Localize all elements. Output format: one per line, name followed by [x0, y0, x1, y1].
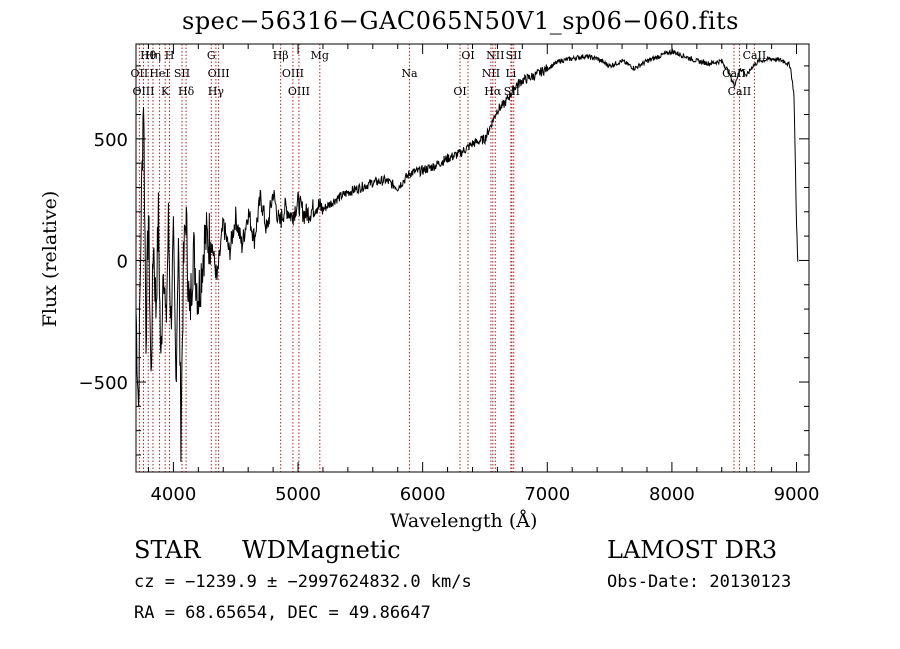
emission-line-labels: Hθ OII OIII Hη HeI K H SII Hδ G OIII Hγ Hβ OIII OIII Mg…: [131, 49, 767, 98]
x-tick-label-5: 9000: [774, 484, 820, 505]
line-label-2: OIII: [132, 85, 154, 98]
observation-date: Obs-Date: 20130123: [607, 572, 792, 592]
y-axis-label: Flux (relative): [39, 190, 61, 328]
line-label-10: OIII: [208, 67, 230, 80]
line-label-11: Hγ: [208, 85, 225, 98]
survey-name: LAMOST DR3: [607, 536, 778, 564]
line-label-20: Hα: [484, 85, 502, 98]
line-label-4: HeI: [149, 67, 169, 80]
x-axis-label: Wavelength (Å): [390, 510, 538, 532]
line-label-5: K: [161, 85, 170, 98]
line-label-25: CaII: [722, 67, 746, 80]
line-label-18: OI: [461, 49, 474, 62]
spectral-subclass: WDMagnetic: [242, 536, 401, 564]
line-label-1: OII: [131, 67, 149, 80]
chart-title: spec−56316−GAC065N50V1_sp06−060.fits: [182, 7, 739, 35]
x-tick-label-1: 5000: [275, 484, 321, 505]
y-tick-label-2: 500: [94, 130, 128, 151]
line-label-23: SII: [504, 85, 520, 98]
coordinates-readout: RA = 68.65654, DEC = 49.86647: [134, 603, 431, 623]
line-label-8: Hδ: [178, 85, 195, 98]
emission-line-markers: [138, 44, 755, 472]
line-label-19: NII: [482, 67, 500, 80]
line-label-13: OIII: [282, 67, 304, 80]
flux-series-line: [135, 48, 799, 462]
tick-labels: 4000 5000 6000 7000 8000 9000 −500 0 500: [79, 130, 820, 505]
line-label-15: Mg: [311, 49, 329, 62]
line-label-9: G: [207, 49, 216, 62]
line-label-7: SII: [174, 67, 190, 80]
x-tick-label-4: 8000: [649, 484, 695, 505]
line-label-12: Hβ: [273, 49, 289, 62]
line-label-3: Hη: [145, 49, 161, 62]
x-tick-label-0: 4000: [150, 484, 196, 505]
line-label-24: SII: [506, 49, 522, 62]
line-label-14: OIII: [288, 85, 310, 98]
spectrum-series: [135, 48, 799, 462]
line-label-0: Hθ: [140, 49, 157, 62]
line-label-17: OI: [453, 85, 466, 98]
y-tick-label-0: −500: [79, 373, 128, 394]
line-label-21: NII: [486, 49, 504, 62]
line-label-16: Na: [401, 67, 418, 80]
plot-axes: [135, 43, 810, 473]
y-tick-label-1: 0: [117, 251, 128, 272]
x-tick-label-2: 6000: [400, 484, 446, 505]
line-label-26: CaII: [728, 85, 752, 98]
line-label-27: CaII: [743, 49, 767, 62]
line-label-6: H: [165, 49, 175, 62]
redshift-readout: cz = −1239.9 ± −2997624832.0 km/s: [134, 572, 472, 592]
line-label-22: Li: [505, 67, 516, 80]
plot-frame: [135, 43, 810, 473]
spectral-class: STAR: [134, 536, 201, 564]
x-tick-label-3: 7000: [524, 484, 570, 505]
